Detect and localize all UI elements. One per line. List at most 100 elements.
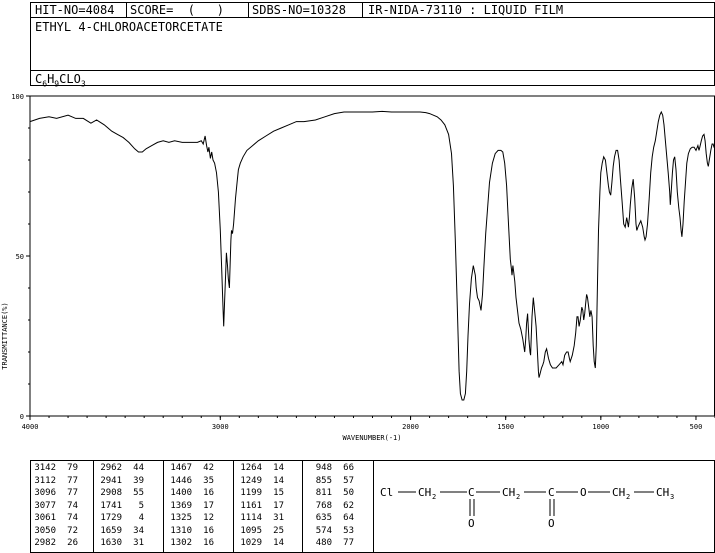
- peak-row: 2962 44: [96, 462, 144, 475]
- peak-wavenumber: 1400: [170, 488, 192, 498]
- peak-wavenumber: 1249: [240, 475, 262, 486]
- peak-column: 1264 14 1249 14 1199 15 1161 17 1114 31 1095 25 1029…: [236, 462, 284, 550]
- peak-row: 1467 42: [166, 462, 214, 475]
- peak-wavenumber: 1630: [100, 538, 122, 548]
- header-col-divider-3: [362, 2, 363, 17]
- peak-row: 3061 74: [30, 512, 78, 525]
- peak-row: 1325 12: [166, 512, 214, 525]
- header-col-divider-1: [126, 2, 127, 17]
- peak-wavenumber: 3061: [34, 513, 56, 523]
- atom-ch2: CH: [418, 486, 431, 499]
- peak-wavenumber: 1264: [240, 463, 262, 473]
- peak-wavenumber: 1467: [170, 463, 192, 473]
- peak-wavenumber: 1161: [240, 500, 262, 511]
- peak-transmittance: 14: [273, 463, 284, 473]
- peak-row: 1741 5: [96, 500, 144, 513]
- peak-column: 3142 79 3112 77 3096 77 3077 74 3061 74 3050 72 2982…: [30, 462, 78, 550]
- header-col-divider-2: [248, 2, 249, 17]
- peak-column: 948 66 855 57 811 50 768 62 635 64 574 53 480 77: [306, 462, 354, 550]
- peak-row: 1729 4: [96, 512, 144, 525]
- peak-wavenumber: 768: [315, 500, 332, 511]
- peak-row: 1029 14: [236, 537, 284, 550]
- x-tick-label: 2000: [402, 423, 419, 431]
- peak-row: 1630 31: [96, 537, 144, 550]
- peak-row: 574 53: [306, 525, 354, 538]
- peak-transmittance: 64: [343, 513, 354, 523]
- spectrum-line: [29, 110, 715, 401]
- score: SCORE= ( ): [130, 3, 224, 17]
- peak-transmittance: 14: [273, 538, 284, 548]
- peak-transmittance: 16: [203, 488, 214, 498]
- y-axis-label: TRANSMITTANCE(%): [1, 302, 9, 369]
- peak-wavenumber: 635: [315, 513, 332, 523]
- peak-wavenumber: 1199: [240, 488, 262, 498]
- peak-wavenumber: 1369: [170, 500, 192, 511]
- peak-transmittance: 17: [203, 500, 214, 511]
- peak-transmittance: 5: [138, 500, 144, 511]
- peak-wavenumber: 1095: [240, 525, 262, 536]
- peak-wavenumber: 948: [315, 463, 332, 473]
- formula-divider: [30, 70, 715, 71]
- atom-ch2-subscript: 2: [626, 493, 630, 501]
- peak-transmittance: 17: [273, 500, 284, 511]
- peak-transmittance: 77: [343, 538, 354, 548]
- peak-wavenumber: 1741: [100, 500, 122, 511]
- peak-wavenumber: 1310: [170, 525, 192, 536]
- peak-column: 1467 42 1446 35 1400 16 1369 17 1325 12 1310 16 1302…: [166, 462, 214, 550]
- peak-wavenumber: 3142: [34, 463, 56, 473]
- y-tick-label: 50: [16, 253, 24, 261]
- peak-transmittance: 62: [343, 500, 354, 511]
- peak-row: 1095 25: [236, 525, 284, 538]
- peak-row: 635 64: [306, 512, 354, 525]
- peak-row: 3096 77: [30, 487, 78, 500]
- peak-transmittance: 35: [203, 475, 214, 486]
- peak-wavenumber: 574: [315, 525, 332, 536]
- peak-row: 1446 35: [166, 475, 214, 488]
- peak-transmittance: 26: [67, 538, 78, 548]
- peak-column: 2962 44 2941 39 2908 55 1741 5 1729 4 1659 34 1630 31: [96, 462, 144, 550]
- peak-wavenumber: 1729: [100, 513, 122, 523]
- atom-ch2: CH: [502, 486, 515, 499]
- peak-wavenumber: 480: [315, 538, 332, 548]
- peak-transmittance: 31: [273, 513, 284, 523]
- peak-row: 1659 34: [96, 525, 144, 538]
- peak-wavenumber: 2941: [100, 475, 122, 486]
- peak-col-divider-1: [93, 460, 94, 553]
- peak-transmittance: 4: [138, 513, 144, 523]
- peak-row: 3077 74: [30, 500, 78, 513]
- peak-transmittance: 74: [67, 500, 78, 511]
- peak-row: 1199 15: [236, 487, 284, 500]
- peak-row: 948 66: [306, 462, 354, 475]
- peak-wavenumber: 1659: [100, 525, 122, 536]
- x-tick-label: 4000: [22, 423, 39, 431]
- peak-transmittance: 72: [67, 525, 78, 536]
- peak-row: 1264 14: [236, 462, 284, 475]
- peak-transmittance: 16: [203, 538, 214, 548]
- atom-ch2-subscript: 2: [516, 493, 520, 501]
- atom-ch3: CH: [656, 486, 669, 499]
- peak-transmittance: 55: [133, 488, 144, 498]
- atom-ester-c: C: [548, 486, 555, 499]
- x-tick-label: 1500: [497, 423, 514, 431]
- peak-col-divider-2: [163, 460, 164, 553]
- ir-spectrum-chart: 4000 3000 2000 1500 1000 500 0 50 100 TRANSMITTA…: [1, 93, 715, 442]
- sdbs-number: SDBS-NO=10328: [252, 3, 346, 17]
- peak-row: 1310 16: [166, 525, 214, 538]
- peak-row: 2908 55: [96, 487, 144, 500]
- peak-wavenumber: 3096: [34, 488, 56, 498]
- peak-row: 768 62: [306, 500, 354, 513]
- peak-wavenumber: 1114: [240, 513, 262, 523]
- peak-col-divider-4: [302, 460, 303, 553]
- peak-transmittance: 66: [343, 463, 354, 473]
- peak-wavenumber: 1325: [170, 513, 192, 523]
- peak-transmittance: 57: [343, 475, 354, 486]
- peak-transmittance: 74: [67, 513, 78, 523]
- peak-transmittance: 79: [67, 463, 78, 473]
- compound-name: ETHYL 4-CHLOROACETORCETATE: [35, 20, 223, 34]
- plot-frame: [29, 95, 715, 417]
- atom-ch2: CH: [612, 486, 625, 499]
- peak-transmittance: 15: [273, 488, 284, 498]
- peak-col-divider-3: [233, 460, 234, 553]
- atom-carbonyl-c: C: [468, 486, 475, 499]
- ir-nida-number: IR-NIDA-73110 : LIQUID FILM: [368, 3, 564, 17]
